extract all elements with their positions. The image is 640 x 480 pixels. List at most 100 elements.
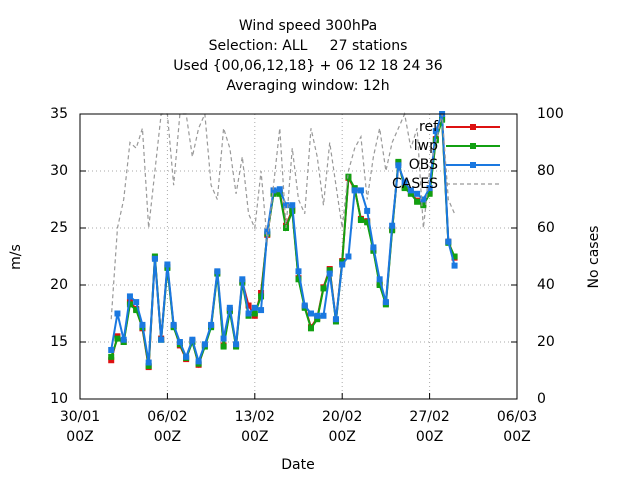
series-marker — [401, 179, 408, 186]
y-tick-label: 15 — [50, 334, 68, 350]
series-marker — [108, 346, 115, 353]
series-marker — [370, 244, 377, 251]
series-marker — [276, 186, 283, 193]
chart-title: Used {00,06,12,18} + 06 12 18 24 36 — [173, 58, 443, 74]
chart-title: Selection: ALL 27 stations — [209, 38, 408, 54]
series-marker — [295, 276, 302, 283]
series-marker — [314, 312, 321, 319]
series-marker — [451, 262, 458, 269]
series-marker — [420, 196, 427, 203]
series-marker — [420, 202, 427, 209]
y2-tick-label: 20 — [537, 334, 555, 350]
y2-tick-label: 80 — [537, 163, 555, 179]
series-marker — [307, 310, 314, 317]
series-marker — [251, 304, 258, 311]
y-tick-label: 20 — [50, 277, 68, 293]
series-marker — [276, 190, 283, 197]
series-marker — [133, 307, 140, 314]
x-axis-label: Date — [281, 457, 314, 473]
legend-label: OBS — [409, 157, 438, 173]
series-marker — [214, 268, 221, 275]
series-marker — [407, 187, 414, 194]
series-marker — [376, 276, 383, 283]
x-tick-label: 06/02 00Z — [147, 409, 187, 445]
series-marker — [451, 253, 458, 260]
series-marker — [389, 222, 396, 229]
series-marker — [183, 353, 190, 360]
plot-border — [79, 113, 518, 400]
chart-title: Wind speed 300hPa — [239, 18, 377, 34]
y-tick-label: 35 — [50, 106, 68, 122]
series-marker — [320, 285, 327, 292]
series-marker — [158, 336, 165, 343]
x-tick-label: 27/02 00Z — [409, 409, 449, 445]
series-marker — [364, 207, 371, 214]
series-marker — [395, 158, 402, 165]
series-marker — [407, 190, 414, 197]
series-marker — [332, 316, 339, 323]
y2-tick-label: 0 — [537, 391, 546, 407]
series-marker — [320, 312, 327, 319]
y2-tick-label: 60 — [537, 220, 555, 236]
series-marker — [314, 316, 321, 323]
y2-tick-label: 100 — [537, 106, 564, 122]
series-marker — [145, 359, 152, 366]
series-marker — [251, 310, 258, 317]
x-tick-label: 30/01 00Z — [60, 409, 100, 445]
series-marker — [295, 268, 302, 275]
series-marker — [139, 321, 146, 328]
series-marker — [201, 341, 208, 348]
y2-axis-label: No cases — [586, 226, 602, 289]
series-marker — [376, 282, 383, 288]
series-marker — [120, 336, 127, 343]
y-tick-label: 30 — [50, 163, 68, 179]
series-marker — [445, 238, 452, 245]
series-marker — [414, 198, 421, 205]
series-marker — [245, 302, 252, 309]
series-marker — [339, 261, 346, 268]
series-marker — [326, 267, 333, 274]
series-marker — [189, 336, 196, 343]
series-marker — [245, 310, 252, 317]
series-marker — [233, 341, 240, 348]
series-marker — [239, 276, 246, 283]
legend-marker — [470, 162, 476, 168]
series-marker — [151, 255, 158, 262]
series-marker — [133, 299, 140, 306]
series-marker — [114, 335, 121, 342]
y2-tick-label: 40 — [537, 277, 555, 293]
series-marker — [357, 187, 364, 194]
series-marker — [426, 185, 433, 192]
legend-marker — [470, 124, 476, 130]
x-tick-label: 13/02 00Z — [235, 409, 275, 445]
series-marker — [364, 219, 371, 226]
series-marker — [126, 301, 133, 308]
series-marker — [382, 299, 389, 306]
series-marker — [208, 321, 215, 328]
y-tick-label: 10 — [50, 391, 68, 407]
legend-label: CASES — [392, 176, 438, 192]
series-marker — [326, 270, 333, 277]
series-marker — [345, 253, 352, 260]
series-marker — [426, 190, 433, 197]
series-marker — [164, 261, 171, 268]
series-marker — [283, 202, 290, 209]
series-marker — [307, 325, 314, 332]
series-marker — [414, 190, 421, 197]
chart-title: Averaging window: 12h — [226, 78, 389, 94]
legend-label: lwp — [414, 138, 438, 154]
legend-label: ref — [419, 119, 439, 135]
series-marker — [401, 185, 408, 192]
series-marker — [289, 202, 296, 209]
series-marker — [108, 353, 115, 360]
x-tick-label: 06/03 00Z — [497, 409, 537, 445]
series-marker — [395, 162, 402, 169]
x-tick-label: 20/02 00Z — [322, 409, 362, 445]
series-marker — [126, 293, 133, 300]
series-marker — [220, 335, 227, 342]
series-marker — [258, 307, 265, 314]
series-marker — [345, 173, 352, 180]
series-marker — [351, 187, 358, 194]
